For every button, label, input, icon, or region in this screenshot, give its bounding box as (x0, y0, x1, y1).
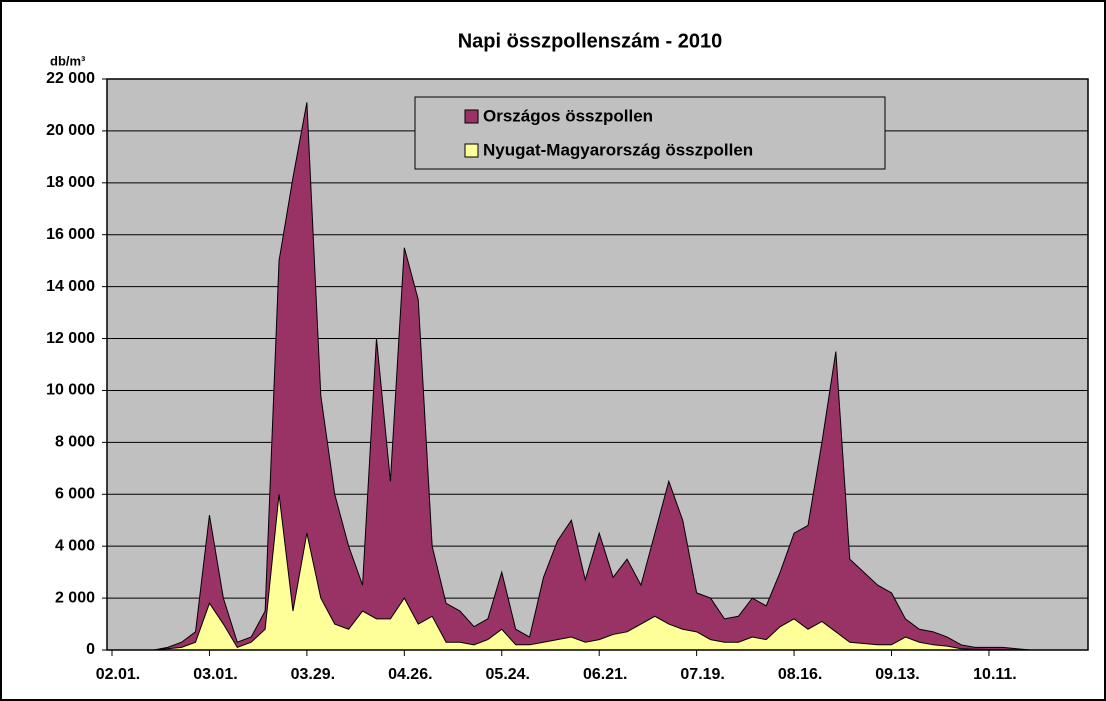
y-tick-label: 12 000 (46, 330, 95, 347)
legend-label: Nyugat-Magyarország összpollen (483, 140, 753, 159)
y-tick-label: 10 000 (46, 382, 95, 399)
y-tick-label: 6 000 (55, 485, 95, 502)
legend (414, 96, 886, 170)
y-tick-label: 8 000 (55, 434, 95, 451)
plot-border (106, 78, 1089, 651)
x-tick-label: 06.21. (583, 666, 627, 683)
x-tick-label: 03.29. (291, 666, 335, 683)
x-tick-label: 03.01. (193, 666, 237, 683)
x-tick-label: 08.16. (778, 666, 822, 683)
y-tick-label: 0 (86, 641, 95, 658)
legend-label: Országos összpollen (483, 106, 653, 125)
chart-title: Napi összpollenszám - 2010 (458, 30, 723, 52)
y-tick-label: 18 000 (46, 174, 95, 191)
y-tick-label: 20 000 (46, 122, 95, 139)
area (112, 102, 1031, 651)
legend-swatch (464, 109, 479, 124)
y-tick-label: 4 000 (55, 537, 95, 554)
y-tick-label: 14 000 (46, 278, 95, 295)
x-tick-label: 05.24. (486, 666, 530, 683)
y-tick-label: 2 000 (55, 589, 95, 606)
area (112, 494, 1031, 651)
legend-swatch (464, 143, 479, 158)
y-tick-label: 16 000 (46, 226, 95, 243)
y-axis-label: db/m³ (50, 53, 86, 68)
x-tick-label: 09.13. (875, 666, 919, 683)
x-tick-label: 02.01. (96, 666, 140, 683)
x-tick-label: 04.26. (388, 666, 432, 683)
y-tick-label: 22 000 (46, 70, 95, 87)
x-tick-label: 10.11. (973, 666, 1017, 683)
x-tick-label: 07.19. (680, 666, 724, 683)
